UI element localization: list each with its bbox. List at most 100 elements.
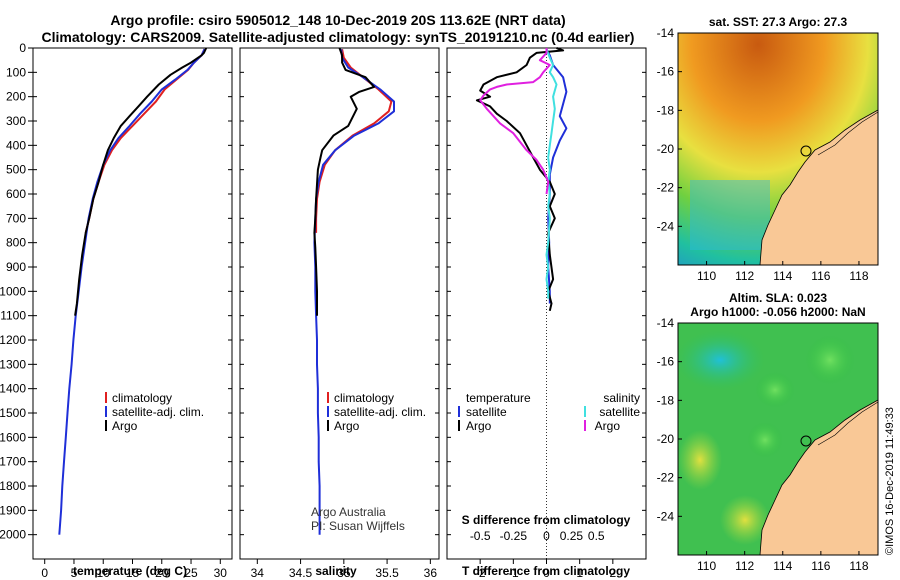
legend-label-s-satellite: satellite xyxy=(599,405,640,419)
imos-credit: ©IMOS 16-Dec-2019 11:49:33 xyxy=(884,407,896,555)
sla-eddy-2 xyxy=(755,372,795,408)
depth-tick-label: 1200 xyxy=(0,333,26,347)
x-tick-label: -2 xyxy=(475,566,486,580)
sla-bathymetry-line xyxy=(817,401,878,446)
s-tick-label: 0 xyxy=(543,529,550,543)
lat-tick-label: -20 xyxy=(657,142,675,156)
depth-tick-label: 500 xyxy=(6,163,26,177)
lon-tick-label: 110 xyxy=(697,559,716,573)
sla-map: Altim. SLA: 0.023 Argo h1000: -0.056 h20… xyxy=(657,291,879,573)
depth-axis: 0 100 200 300 400 500 600 700 800 900 1000 1100 1200… xyxy=(0,41,33,542)
sla-float-marker xyxy=(800,435,812,447)
legend-swatch-s-satellite xyxy=(584,406,586,417)
salinity-axis-label: salinity xyxy=(315,564,357,578)
sla-high-anomaly-2 xyxy=(720,495,770,545)
temperature-x-ticks: 0 5 10 15 20 25 30 xyxy=(33,47,232,580)
annotation-argo-australia: Argo Australia xyxy=(311,505,386,519)
lat-tick-label: -14 xyxy=(657,26,675,40)
lon-tick-label: 118 xyxy=(849,269,868,283)
sla-map-subtitle: Argo h1000: -0.056 h2000: NaN xyxy=(690,305,865,319)
x-tick-label: 25 xyxy=(184,566,198,580)
depth-tick-label: 1900 xyxy=(0,503,26,517)
x-tick-label: 0 xyxy=(41,566,48,580)
legend-swatch-s-argo xyxy=(584,420,586,431)
depth-tick-label: 0 xyxy=(19,41,26,55)
series-line-s-argo xyxy=(479,48,551,195)
x-tick-label: 15 xyxy=(126,566,140,580)
sla-australia-land xyxy=(759,399,878,555)
legend-label-climatology: climatology xyxy=(112,391,172,405)
lon-tick-label: 112 xyxy=(735,559,754,573)
s-difference-axis-label: S difference from climatology xyxy=(462,513,631,527)
legend-swatch-satellite xyxy=(327,406,329,417)
temperature-axis-label: temperature (deg C) xyxy=(73,564,187,578)
x-tick-label: 10 xyxy=(97,566,111,580)
s-tick-label: 0.25 xyxy=(560,529,584,543)
difference-legend: temperature satellite Argo salinity sate… xyxy=(458,391,640,433)
sst-map-ticks: -14 -16 -18 -20 -22 -24 110 112 114 116 118 xyxy=(657,26,869,283)
lon-tick-label: 114 xyxy=(773,269,792,283)
lat-tick-label: -18 xyxy=(657,103,675,117)
lat-tick-label: -24 xyxy=(657,509,675,523)
lon-tick-label: 118 xyxy=(849,559,868,573)
legend-label-salinity: salinity xyxy=(603,391,640,405)
sla-high-anomaly-1 xyxy=(678,430,722,490)
legend-swatch-t-satellite xyxy=(458,406,460,417)
depth-tick-label: 600 xyxy=(6,187,26,201)
legend-label-argo: Argo xyxy=(112,419,138,433)
lat-tick-label: -18 xyxy=(657,393,675,407)
lon-tick-label: 110 xyxy=(697,269,716,283)
depth-tick-label: 1100 xyxy=(0,309,26,323)
lon-tick-label: 116 xyxy=(811,269,830,283)
x-tick-label: 34 xyxy=(251,566,265,580)
sst-australia-land xyxy=(759,109,878,265)
sst-cool-patch xyxy=(690,180,770,250)
depth-tick-label: 1500 xyxy=(0,406,26,420)
lat-tick-label: -14 xyxy=(657,316,675,330)
series-line-satellite-adj-clim- xyxy=(58,48,206,535)
legend-swatch-argo xyxy=(327,420,329,431)
depth-tick-label: 100 xyxy=(6,65,26,79)
difference-series xyxy=(475,47,568,312)
lon-tick-label: 112 xyxy=(735,269,754,283)
legend-label-argo: Argo xyxy=(334,419,360,433)
salinity-legend: climatology satellite-adj. clim. Argo Ar… xyxy=(311,391,426,533)
legend-swatch-climatology xyxy=(327,392,329,403)
sst-map: sat. SST: 27.3 Argo: 27.3 -14 -16 -18 -20 -2… xyxy=(657,15,879,283)
x-tick-label: 34.5 xyxy=(289,566,313,580)
x-tick-label: 5 xyxy=(71,566,78,580)
x-tick-label: 36 xyxy=(424,566,438,580)
lat-tick-label: -16 xyxy=(657,65,675,79)
salinity-series xyxy=(313,47,395,535)
sst-float-marker xyxy=(800,145,812,157)
legend-label-t-satellite: satellite xyxy=(466,405,507,419)
s-tick-label: -0.25 xyxy=(500,529,528,543)
legend-swatch-climatology xyxy=(105,392,107,403)
figure-title-line-1: Argo profile: csiro 5905012_148 10-Dec-2… xyxy=(110,12,566,28)
x-tick-label: 0 xyxy=(543,566,550,580)
x-tick-label: -1 xyxy=(508,566,519,580)
s-tick-label: 0.5 xyxy=(588,529,605,543)
sla-map-title: Altim. SLA: 0.023 xyxy=(729,291,827,305)
depth-tick-label: 1000 xyxy=(0,284,26,298)
depth-tick-label: 900 xyxy=(6,260,26,274)
depth-tick-label: 400 xyxy=(6,138,26,152)
series-line-argo xyxy=(74,47,208,316)
series-line-climatology xyxy=(315,49,393,233)
lat-tick-label: -24 xyxy=(657,219,675,233)
depth-tick-label: 1400 xyxy=(0,382,26,396)
lon-tick-label: 114 xyxy=(773,559,792,573)
x-tick-label: 35.5 xyxy=(375,566,399,580)
temperature-series xyxy=(58,47,208,535)
x-tick-label: 1 xyxy=(576,566,583,580)
legend-label-s-argo: Argo xyxy=(595,419,621,433)
depth-tick-label: 2000 xyxy=(0,528,26,542)
sla-low-anomaly xyxy=(678,330,765,390)
depth-tick-label: 1600 xyxy=(0,430,26,444)
x-tick-label: 35 xyxy=(337,566,351,580)
temperature-legend: climatology satellite-adj. clim. Argo xyxy=(105,391,204,433)
sla-map-ticks: -14 -16 -18 -20 -22 -24 110 112 114 116 118 xyxy=(657,316,869,573)
lat-tick-label: -20 xyxy=(657,432,675,446)
depth-tick-label: 1700 xyxy=(0,455,26,469)
